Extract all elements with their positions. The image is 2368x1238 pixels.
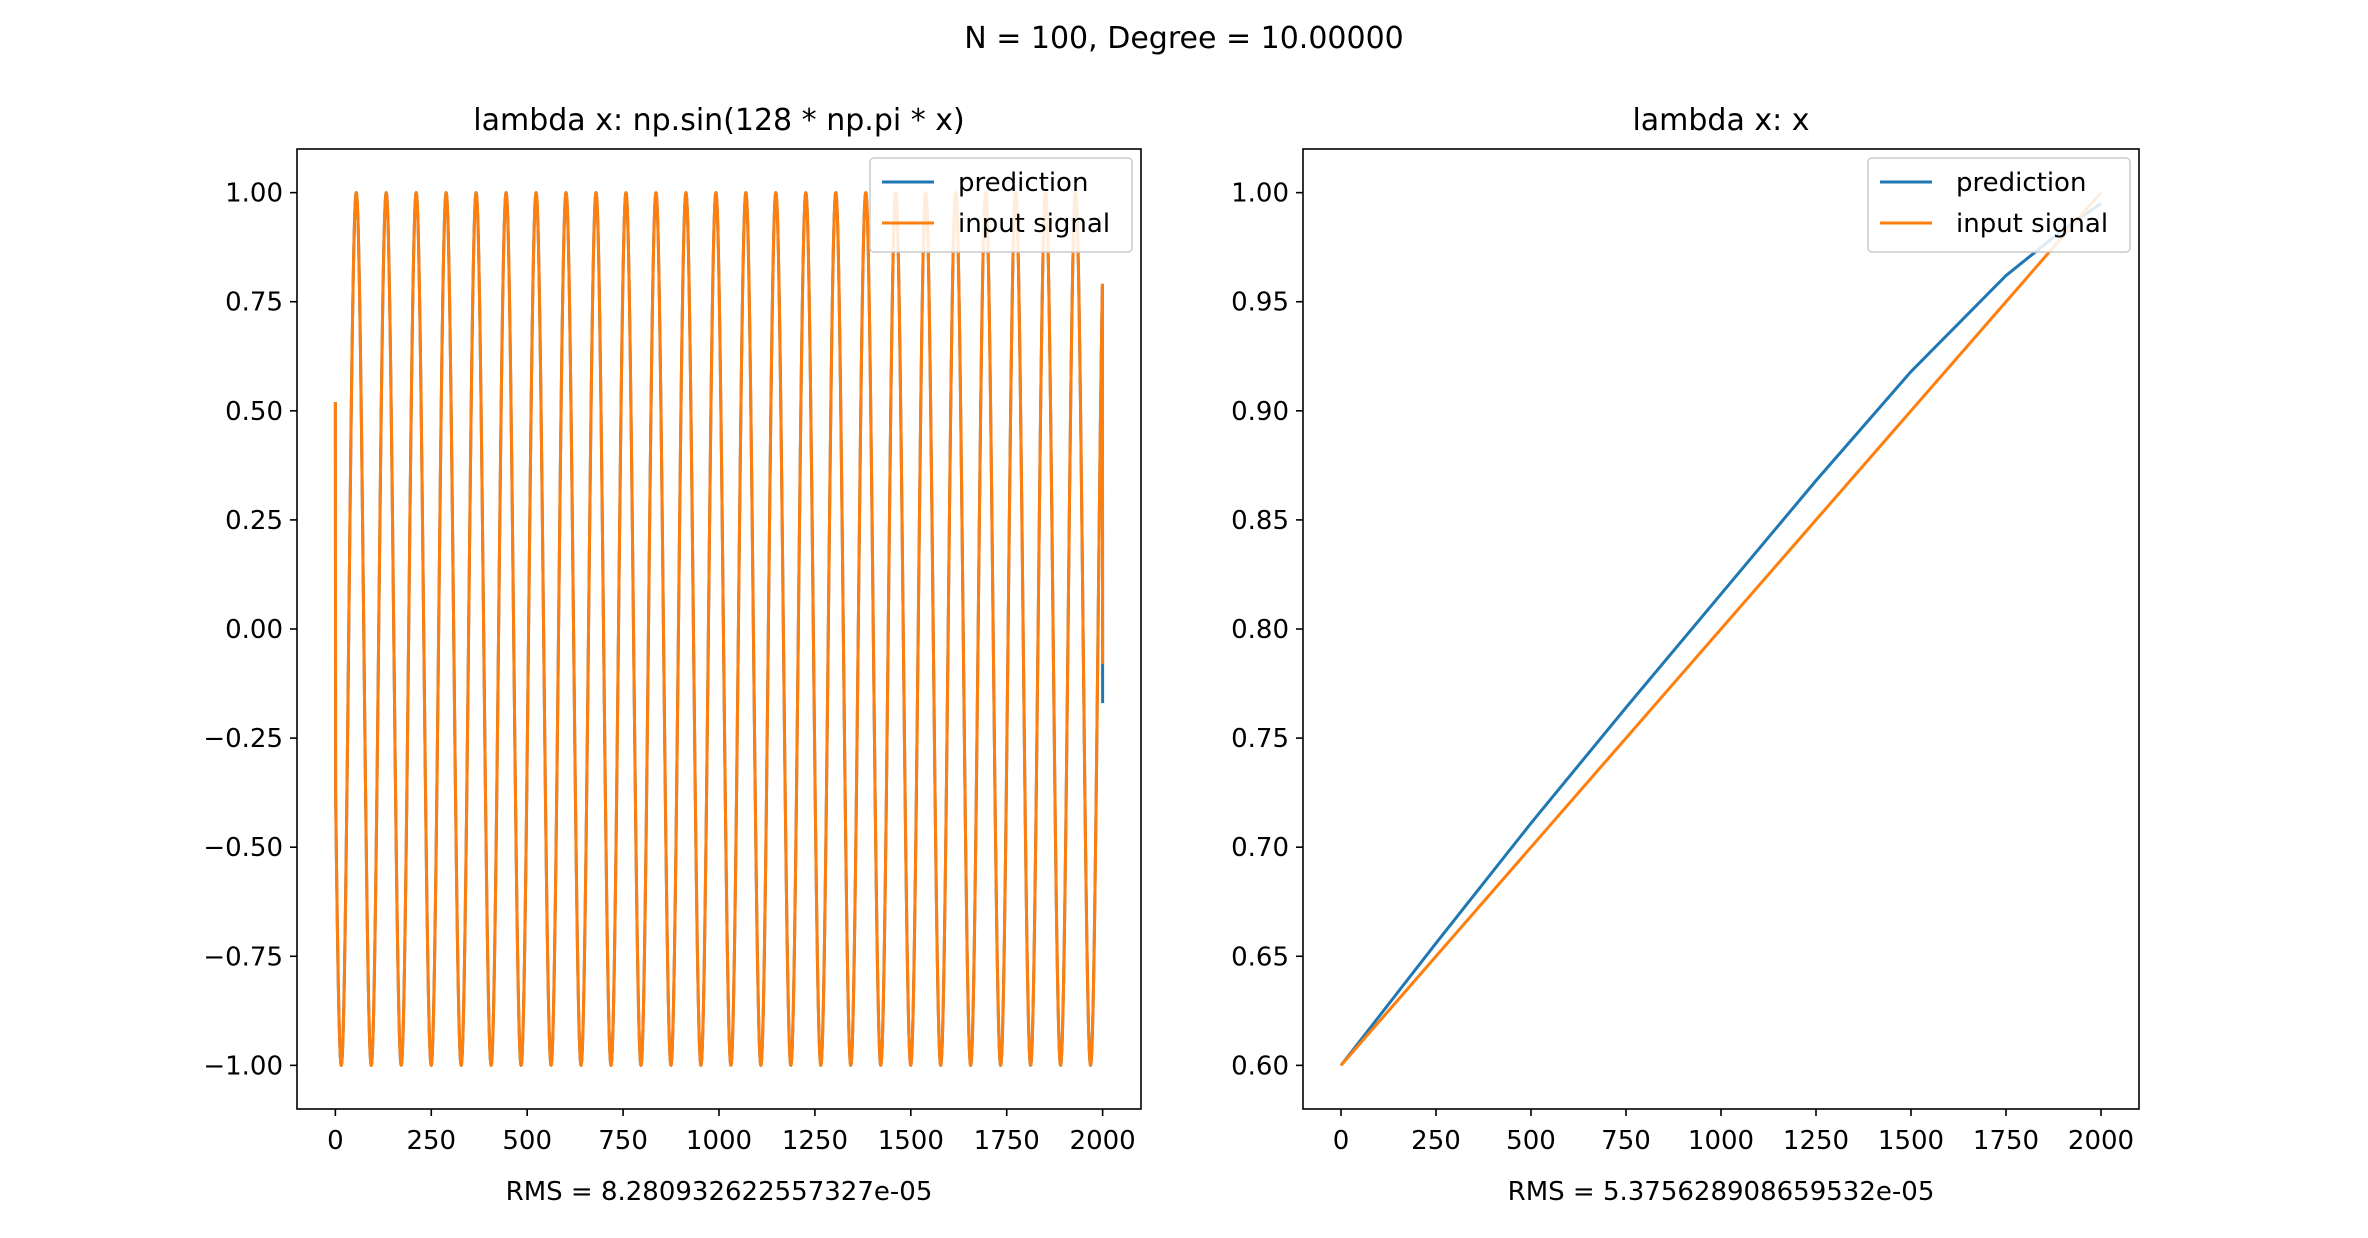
left-series-input-signal	[333, 191, 1105, 1067]
left-x-tick-label: 2000	[1070, 1126, 1136, 1156]
left-y-tick-label: −0.25	[203, 724, 283, 754]
right-x-tick-label: 2000	[2068, 1126, 2134, 1156]
left-y-tick-label: 0.25	[225, 506, 283, 536]
right-subplot: lambda x: x 1.00 0.95 0.90 0.85 0.80 0.75 0.70…	[1231, 103, 2140, 1207]
right-legend: prediction input signal	[1867, 157, 2131, 253]
left-subplot: lambda x: np.sin(128 * np.pi * x) 1.00 0.…	[203, 103, 1142, 1207]
right-x-tick-label: 500	[1506, 1126, 1556, 1156]
right-x-tick-label: 1250	[1783, 1126, 1849, 1156]
right-plot-area	[1339, 191, 2103, 1067]
right-series-input-signal	[1339, 191, 2103, 1067]
right-x-tick-label: 250	[1411, 1126, 1461, 1156]
right-y-tick-label: 1.00	[1231, 179, 1289, 209]
right-x-axis-label: RMS = 5.375628908659532e-05	[1508, 1177, 1935, 1207]
right-y-tick-label: 0.90	[1231, 397, 1289, 427]
right-legend-label: input signal	[1956, 209, 2108, 239]
right-y-axis: 1.00 0.95 0.90 0.85 0.80 0.75 0.70 0.65 0.60	[1231, 179, 1303, 1081]
left-x-tick-label: 1750	[974, 1126, 1040, 1156]
left-x-tick-label: 1500	[878, 1126, 944, 1156]
left-x-tick-label: 1250	[782, 1126, 848, 1156]
left-y-tick-label: −0.50	[203, 833, 283, 863]
left-legend-label: prediction	[958, 168, 1088, 198]
left-x-tick-label: 250	[406, 1126, 456, 1156]
right-x-tick-label: 750	[1601, 1126, 1651, 1156]
left-y-axis: 1.00 0.75 0.50 0.25 0.00 −0.25 −0.50 −0.75 −1.00	[203, 179, 297, 1081]
left-legend-box	[869, 157, 1133, 253]
left-y-tick-label: 0.00	[225, 615, 283, 645]
left-x-axis: 0 250 500 750 1000 1250 1500 1750 2000	[327, 1109, 1136, 1156]
right-y-tick-label: 0.85	[1231, 506, 1289, 536]
left-y-tick-label: 1.00	[225, 179, 283, 209]
right-legend-label: prediction	[1956, 168, 2086, 198]
left-plot-area	[333, 191, 1105, 1067]
right-y-tick-label: 0.95	[1231, 288, 1289, 318]
right-y-tick-label: 0.70	[1231, 833, 1289, 863]
left-x-tick-label: 500	[502, 1126, 552, 1156]
right-legend-box	[1867, 157, 2131, 253]
left-y-tick-label: −0.75	[203, 942, 283, 972]
right-y-tick-label: 0.65	[1231, 942, 1289, 972]
left-x-tick-label: 750	[598, 1126, 648, 1156]
left-legend: prediction input signal	[869, 157, 1133, 253]
right-x-tick-label: 1000	[1688, 1126, 1754, 1156]
right-x-axis: 0 250 500 750 1000 1250 1500 1750 2000	[1333, 1109, 2134, 1156]
left-legend-label: input signal	[958, 209, 1110, 239]
left-x-axis-label: RMS = 8.280932622557327e-05	[506, 1177, 933, 1207]
right-y-tick-label: 0.60	[1231, 1051, 1289, 1081]
left-y-tick-label: −1.00	[203, 1051, 283, 1081]
right-y-tick-label: 0.75	[1231, 724, 1289, 754]
right-x-tick-label: 0	[1333, 1126, 1350, 1156]
right-subplot-title: lambda x: x	[1632, 103, 1809, 138]
figure-suptitle: N = 100, Degree = 10.00000	[964, 21, 1404, 56]
left-x-tick-label: 0	[327, 1126, 344, 1156]
right-x-tick-label: 1750	[1973, 1126, 2039, 1156]
left-x-tick-label: 1000	[686, 1126, 752, 1156]
right-x-tick-label: 1500	[1878, 1126, 1944, 1156]
right-y-tick-label: 0.80	[1231, 615, 1289, 645]
left-subplot-title: lambda x: np.sin(128 * np.pi * x)	[473, 103, 964, 138]
left-y-tick-label: 0.50	[225, 397, 283, 427]
left-y-tick-label: 0.75	[225, 288, 283, 318]
